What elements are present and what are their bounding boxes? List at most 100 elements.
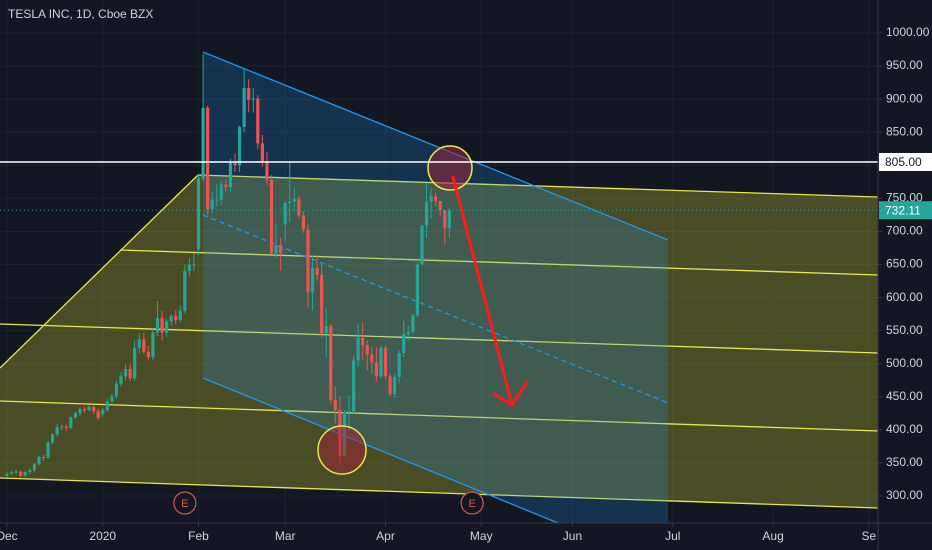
candle-body <box>46 442 50 458</box>
candle-body <box>5 473 9 476</box>
candle-body <box>279 245 283 254</box>
candle-body <box>356 337 360 361</box>
candle-body <box>206 107 210 209</box>
highlight-circle <box>427 145 473 191</box>
candle-body <box>151 332 155 358</box>
candle-body <box>142 339 146 352</box>
candle-body <box>324 326 328 334</box>
candle-body <box>365 345 369 355</box>
candle-body <box>310 267 315 293</box>
drawings <box>0 51 879 524</box>
candle-body <box>388 376 392 395</box>
candle-body <box>78 409 82 414</box>
candle-body <box>192 264 196 266</box>
arrow <box>451 175 529 408</box>
candle-body <box>447 210 451 229</box>
x-tick-label: May <box>470 529 493 543</box>
y-tick-label: 400.00 <box>886 422 923 436</box>
candle-body <box>393 376 397 395</box>
candle-body <box>9 472 14 474</box>
candle-body <box>146 351 150 358</box>
channel-line <box>202 51 669 241</box>
candle-body <box>174 316 178 321</box>
pitchfork-line <box>0 323 879 354</box>
channel-line <box>202 377 559 524</box>
candle-body <box>351 360 356 412</box>
candle-body <box>361 337 365 346</box>
candle-body <box>397 353 401 377</box>
grid <box>0 0 878 523</box>
candle-body <box>306 229 310 293</box>
candle-body <box>169 316 173 322</box>
y-tick-label: 650.00 <box>886 257 923 271</box>
candle-body <box>315 267 319 276</box>
candle-body <box>60 426 64 428</box>
candle-body <box>19 471 23 476</box>
pitchfork-line <box>197 174 879 198</box>
candle-body <box>274 245 278 254</box>
candle-body <box>288 201 292 203</box>
candle-body <box>155 318 160 333</box>
candle-body <box>411 315 415 332</box>
annotations <box>317 145 529 475</box>
price-label: 732.11 <box>885 203 921 217</box>
candle-body <box>92 406 96 412</box>
candle-body <box>374 362 378 377</box>
candle-body <box>406 331 410 334</box>
candle-body <box>14 471 18 473</box>
candle-body <box>133 347 137 379</box>
pitchfork-line <box>119 249 879 276</box>
pitchfork-line <box>0 174 199 369</box>
y-tick-label: 750.00 <box>886 191 923 205</box>
candle-body <box>51 434 55 443</box>
arrow-head <box>492 380 529 408</box>
candle-body <box>114 383 119 397</box>
candle-body <box>187 264 192 272</box>
y-tick-label: 550.00 <box>886 323 923 337</box>
candle-body <box>37 456 41 465</box>
y-tick-label: 300.00 <box>886 488 923 502</box>
candle-body <box>69 417 73 428</box>
arrow-shaft <box>451 175 514 407</box>
candle-body <box>73 413 77 418</box>
x-tick-label: Apr <box>376 529 395 543</box>
candle-body <box>55 427 59 435</box>
candle-body <box>260 143 264 162</box>
candle-body <box>123 369 128 377</box>
event-marker <box>173 491 197 515</box>
chart-title: TESLA INC, 1D, Cboe BZX <box>8 7 153 21</box>
candle-body <box>383 347 388 377</box>
candle-body <box>402 333 406 354</box>
candle-body <box>438 201 442 211</box>
candle-body <box>87 406 91 411</box>
candle-body <box>101 410 105 414</box>
channel-fill <box>203 52 668 523</box>
candle-body <box>301 215 306 230</box>
pitchfork-line <box>0 400 879 432</box>
pitchfork-fill <box>0 175 878 508</box>
candle-body <box>233 162 237 166</box>
candle-body <box>105 401 109 411</box>
y-tick-label: 600.00 <box>886 290 923 304</box>
y-tick-label: 1000.00 <box>886 25 930 39</box>
candle-body <box>128 369 132 379</box>
candle-body <box>251 98 255 100</box>
candle-body <box>64 426 68 428</box>
y-tick-label: 700.00 <box>886 224 923 238</box>
candle-body <box>110 396 114 402</box>
candle-body <box>242 87 246 127</box>
event-label: E <box>181 498 188 510</box>
candle-body <box>219 184 223 200</box>
pitchfork-line <box>0 477 879 509</box>
y-tick-label: 500.00 <box>886 356 923 370</box>
candle-body <box>201 107 205 179</box>
candle-body <box>210 199 214 209</box>
candle-body <box>237 126 242 166</box>
candle-body <box>247 87 251 100</box>
candle-body <box>23 472 27 476</box>
candle-body <box>165 321 169 333</box>
candle-body <box>228 162 233 188</box>
candle-body <box>347 411 351 413</box>
x-tick-label: Se <box>862 529 877 543</box>
candle-body <box>82 409 87 411</box>
